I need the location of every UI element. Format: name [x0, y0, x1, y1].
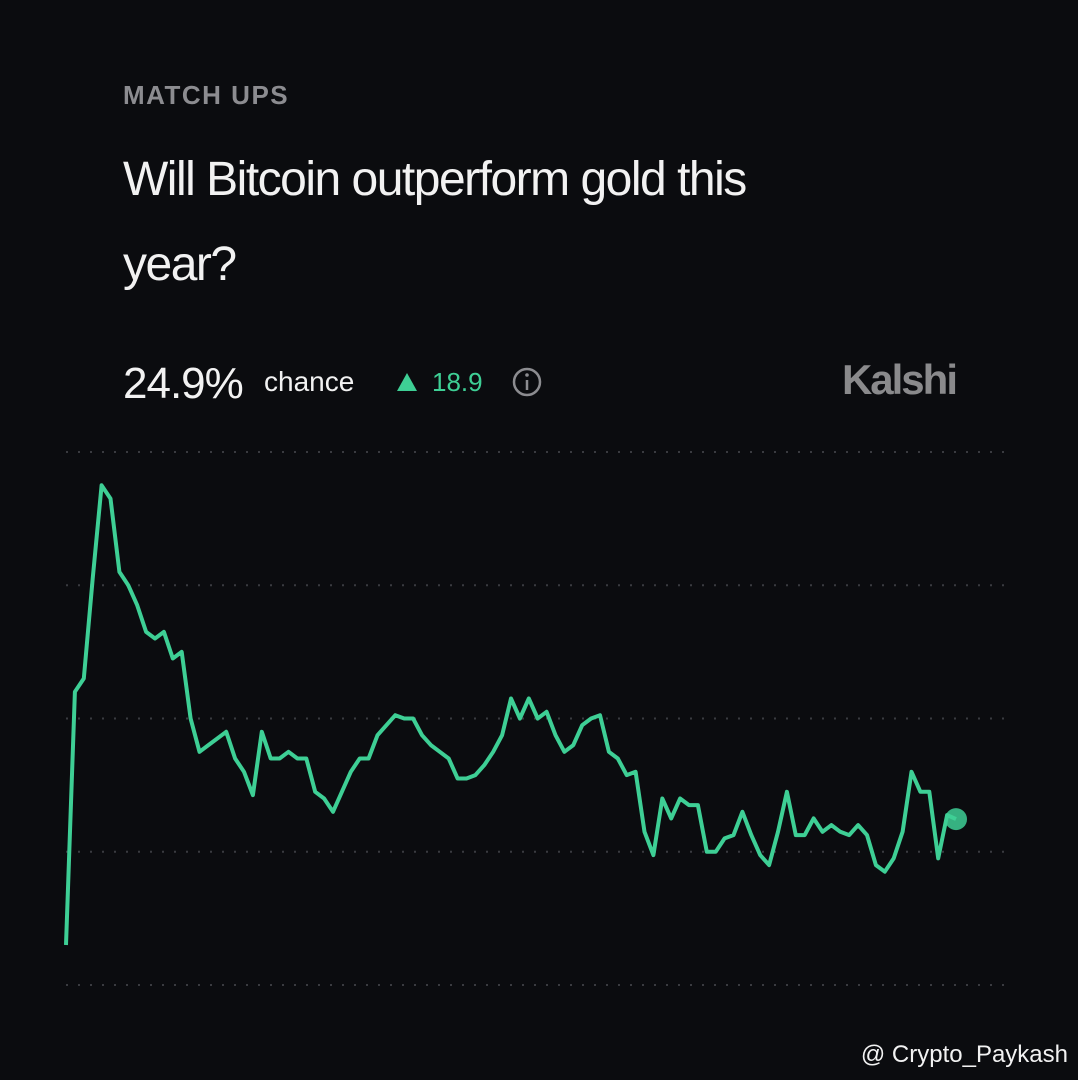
info-icon[interactable] [512, 367, 542, 397]
title-line: year? [123, 238, 236, 291]
change: 18.9 [432, 367, 483, 397]
current-suffix: chance [264, 366, 354, 397]
plot [64, 451, 1012, 986]
up-arrow [397, 373, 417, 391]
kicker: MATCH UPS [123, 80, 289, 110]
brand: Kalshi [842, 356, 956, 403]
current-value: 24.9% [123, 359, 243, 408]
title-line: Will Bitcoin outperform gold this [123, 153, 746, 206]
price-line [64, 483, 957, 946]
watermark: @ Crypto_Paykash [861, 1041, 1068, 1068]
current-point [945, 808, 967, 831]
